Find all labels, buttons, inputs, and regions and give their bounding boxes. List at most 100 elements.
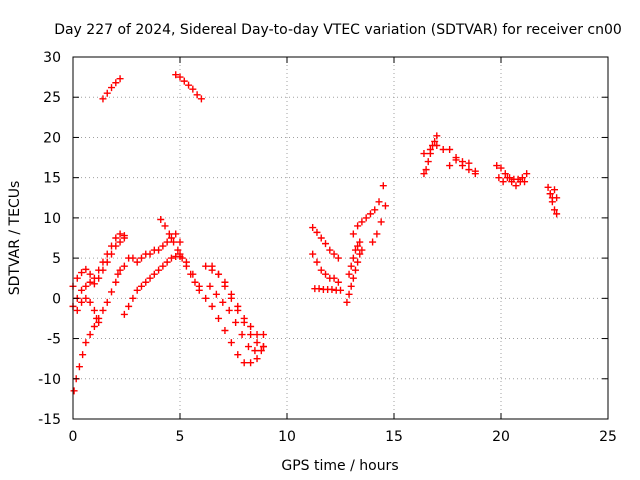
data-point <box>234 302 242 310</box>
data-point <box>358 218 366 226</box>
data-point <box>317 234 325 242</box>
series-arc-j <box>176 250 267 367</box>
data-point <box>95 274 103 282</box>
data-point <box>497 164 505 172</box>
data-point <box>195 282 203 290</box>
data-point <box>426 146 434 154</box>
data-point <box>90 306 98 314</box>
series-arc-p <box>311 285 344 294</box>
x-tick-label: 0 <box>69 429 78 445</box>
data-point <box>446 162 454 170</box>
series-arc-h <box>120 230 184 270</box>
data-point <box>369 238 377 246</box>
data-point <box>551 186 558 194</box>
data-point <box>112 79 120 87</box>
data-point <box>116 230 124 238</box>
data-point <box>439 146 447 154</box>
data-point <box>420 170 428 178</box>
data-point <box>146 250 154 258</box>
series-arc-e <box>99 75 124 103</box>
data-point <box>379 182 387 190</box>
data-point <box>546 190 554 198</box>
data-point <box>523 170 531 178</box>
y-tick-label: -15 <box>38 412 61 428</box>
plot-frame <box>72 56 609 420</box>
series-arc-m <box>202 262 267 339</box>
data-point <box>452 156 460 164</box>
data-point <box>112 242 120 250</box>
axis-ticks: 0 5 10 15 20 25 -15 -10 -5 0 5 10 15 20 25 30 <box>38 50 617 445</box>
data-point <box>86 278 94 286</box>
data-point <box>99 95 107 103</box>
data-point <box>116 266 124 274</box>
data-point <box>176 238 184 246</box>
chart-title: Day 227 of 2024, Sidereal Day-to-day VTE… <box>54 22 622 38</box>
data-point <box>170 238 178 246</box>
data-point <box>167 234 175 242</box>
y-tick-label: -10 <box>38 372 61 388</box>
data-point <box>337 286 344 294</box>
data-point <box>189 270 197 278</box>
data-point <box>259 331 267 339</box>
data-point <box>120 232 128 240</box>
data-point <box>458 158 466 166</box>
data-point <box>82 339 90 347</box>
data-point <box>120 310 128 318</box>
data-point <box>212 290 220 298</box>
data-point <box>193 91 201 99</box>
data-point <box>518 174 526 182</box>
y-tick-label: -5 <box>47 332 61 348</box>
data-point <box>553 210 561 218</box>
data-point <box>345 290 353 298</box>
data-point <box>215 314 223 322</box>
data-point <box>206 282 214 290</box>
data-point <box>253 339 261 347</box>
data-point <box>240 314 248 322</box>
data-point <box>202 262 210 270</box>
data-point <box>189 85 197 93</box>
data-point <box>431 137 439 145</box>
data-point <box>356 250 364 258</box>
data-point <box>90 322 98 330</box>
x-tick-label: 5 <box>176 429 185 445</box>
data-point <box>508 178 516 186</box>
data-point <box>420 150 428 158</box>
data-point <box>424 158 432 166</box>
x-tick-label: 15 <box>385 429 403 445</box>
data-point <box>499 178 507 186</box>
data-point <box>70 387 78 395</box>
data-point <box>86 298 94 306</box>
data-point <box>247 322 255 330</box>
data-point <box>116 75 124 83</box>
data-point <box>362 214 370 222</box>
x-tick-label: 25 <box>599 429 617 445</box>
series-arc-o <box>309 250 342 286</box>
data-point <box>334 278 342 286</box>
data-point <box>322 240 330 248</box>
data-point <box>343 298 351 306</box>
data-point <box>309 250 317 258</box>
data-point <box>99 266 107 274</box>
data-point <box>227 290 235 298</box>
data-point <box>358 246 366 254</box>
y-tick-label: 0 <box>52 291 61 307</box>
series-arc-r <box>345 238 364 278</box>
data-point <box>326 246 334 254</box>
data-point <box>79 351 87 359</box>
data-point <box>157 215 165 223</box>
data-point <box>73 274 81 282</box>
data-point <box>553 194 561 202</box>
data-point <box>317 266 325 274</box>
data-point <box>73 306 81 314</box>
data-point <box>493 162 501 170</box>
grid-lines <box>73 57 608 419</box>
data-point <box>354 222 362 230</box>
data-point <box>221 327 229 335</box>
series-arc-s <box>349 182 387 238</box>
data-point <box>345 270 353 278</box>
data-point <box>163 238 171 246</box>
data-point <box>78 269 86 277</box>
data-point <box>159 242 167 250</box>
data-point <box>163 258 171 266</box>
data-point <box>259 343 267 351</box>
